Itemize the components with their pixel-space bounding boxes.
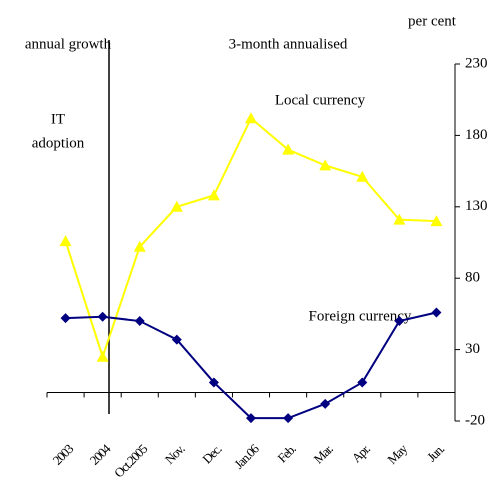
point bbox=[133, 240, 146, 252]
point bbox=[394, 316, 405, 327]
unit-label: per cent bbox=[408, 13, 457, 29]
point bbox=[207, 189, 220, 201]
point bbox=[320, 398, 331, 409]
point bbox=[283, 413, 294, 424]
y-tick-label: 180 bbox=[465, 127, 488, 143]
point bbox=[430, 215, 443, 227]
x-tick-label: Jan.06 bbox=[231, 441, 262, 472]
x-tick-label: Oct.2005 bbox=[111, 441, 150, 480]
point bbox=[171, 334, 182, 345]
x-tick-label: 2004 bbox=[87, 441, 114, 468]
point bbox=[208, 377, 219, 388]
period-label: 3-month annualised bbox=[229, 36, 348, 52]
event-label: adoption bbox=[32, 135, 85, 151]
point bbox=[134, 316, 145, 327]
point bbox=[96, 350, 109, 362]
point bbox=[97, 311, 108, 322]
point bbox=[393, 213, 406, 225]
point bbox=[282, 143, 295, 155]
y-tick-label: 80 bbox=[465, 270, 480, 286]
x-tick-label: Mar. bbox=[311, 441, 336, 466]
point bbox=[431, 307, 442, 318]
series-label: Local currency bbox=[275, 92, 366, 108]
period-label: annual growth bbox=[25, 36, 112, 52]
point bbox=[59, 235, 72, 247]
point bbox=[356, 170, 369, 182]
series-line bbox=[65, 311, 437, 420]
event-label: IT bbox=[51, 111, 65, 127]
point bbox=[60, 313, 71, 324]
x-tick-label: May bbox=[384, 441, 410, 467]
x-tick-label: 2003 bbox=[50, 441, 77, 468]
y-tick-label: 30 bbox=[465, 341, 480, 357]
x-tick-label: Apr. bbox=[349, 441, 373, 465]
x-tick-label: Feb. bbox=[274, 441, 298, 465]
point bbox=[357, 377, 368, 388]
point bbox=[170, 200, 183, 212]
y-tick-label: -20 bbox=[465, 412, 485, 428]
point bbox=[245, 112, 257, 124]
y-tick-label: 130 bbox=[465, 198, 488, 214]
point bbox=[246, 413, 256, 424]
series-label: Foreign currency bbox=[309, 308, 412, 324]
y-tick-label: 230 bbox=[465, 55, 488, 71]
x-tick-label: Jun. bbox=[424, 441, 447, 464]
point bbox=[319, 159, 332, 171]
x-tick-label: Nov. bbox=[162, 441, 188, 467]
x-tick-label: Dec. bbox=[199, 441, 224, 466]
